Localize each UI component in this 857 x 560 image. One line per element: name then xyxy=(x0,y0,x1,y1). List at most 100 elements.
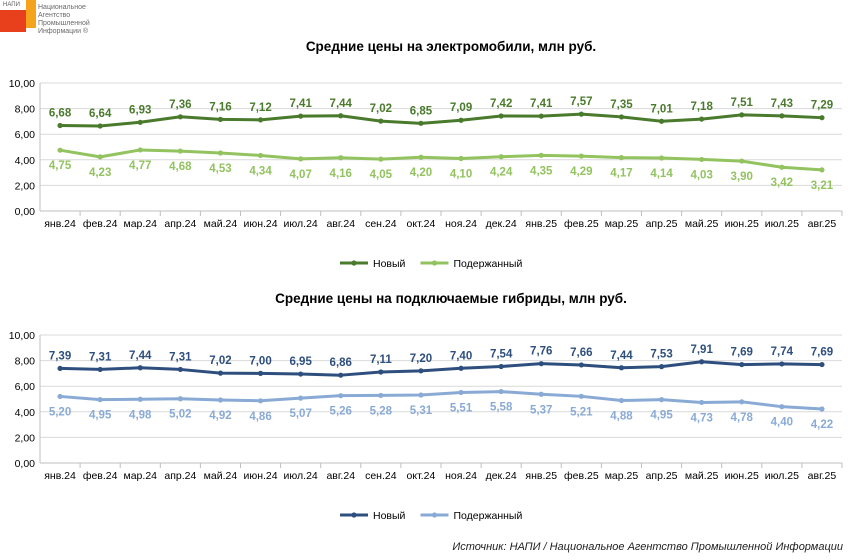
phev-series-1-point xyxy=(338,393,344,399)
phev-series-0-point xyxy=(658,364,665,370)
ev-series-1-point xyxy=(498,154,504,160)
phev-series-1-data-label: 5,31 xyxy=(410,405,433,417)
ev-series-0-point xyxy=(739,112,745,118)
ev-x-tick: дек.24 xyxy=(486,218,517,230)
ev-series-1-point xyxy=(618,155,625,161)
phev-series-1-point xyxy=(819,406,825,412)
ev-series-0-line xyxy=(60,112,823,128)
ev-series-0-data-label: 7,35 xyxy=(610,99,633,111)
ev-series-0-data-label: 7,02 xyxy=(370,103,392,115)
ev-series-1-point xyxy=(578,153,584,159)
ev-series-0-point xyxy=(779,113,785,119)
ev-series-0-point xyxy=(418,120,424,126)
phev-x-tick: окт.24 xyxy=(407,470,436,482)
ev-series-1-data-label: 4,24 xyxy=(490,167,513,179)
ev-series-0-point xyxy=(458,117,464,123)
ev-series-1-point xyxy=(97,154,103,160)
ev-series-1-point xyxy=(819,167,825,173)
phev-y-tick: 8,00 xyxy=(15,356,36,368)
ev-series-1-data-label: 3,90 xyxy=(731,171,753,183)
ev-x-tick: июл.25 xyxy=(765,218,799,230)
phev-series-0-point xyxy=(819,361,825,368)
phev-series-1-data-label: 4,40 xyxy=(771,417,793,429)
phev-x-tick: июл.25 xyxy=(765,470,799,482)
phev-series-1-data-label: 5,21 xyxy=(570,406,593,418)
phev-series-0-point xyxy=(739,361,745,368)
ev-y-tick: 4,00 xyxy=(15,155,36,167)
logo-line-3: Промышленной xyxy=(38,20,90,27)
phev-series-1-data-label: 4,86 xyxy=(249,411,271,423)
phev-series-0-data-label: 7,40 xyxy=(450,350,472,362)
phev-series-0-data-label: 6,86 xyxy=(330,357,352,369)
logo-line-4: Информации ® xyxy=(38,28,89,35)
phev-title: Средние цены на подключаемые гибриды, мл… xyxy=(275,291,627,306)
ev-legend-marker xyxy=(351,260,357,266)
phev-series-1-data-label: 4,98 xyxy=(129,409,152,421)
ev-series-1-point xyxy=(779,164,785,170)
ev-series-0-point xyxy=(658,118,665,124)
phev-legend-marker xyxy=(431,512,438,518)
ev-series-1-data-label: 3,42 xyxy=(771,177,793,189)
phev-series-0-point xyxy=(779,361,785,367)
phev-series-1-point xyxy=(57,393,63,400)
ev-series-0-point xyxy=(538,113,544,119)
logo-red-square xyxy=(0,10,26,32)
logo-abbreviation: НАПИ xyxy=(3,2,20,8)
phev-series-1-data-label: 5,02 xyxy=(169,409,191,421)
ev-series-0-point xyxy=(177,114,183,120)
phev-x-tick: фев.25 xyxy=(564,470,599,482)
ev-series-1-data-label: 4,53 xyxy=(209,163,231,175)
phev-series-1-data-label: 5,20 xyxy=(49,406,71,418)
ev-series-1-data-label: 4,23 xyxy=(89,167,111,179)
ev-series-0-point xyxy=(578,111,584,117)
ev-series-0-data-label: 7,01 xyxy=(650,103,673,115)
ev-series-0-data-label: 7,41 xyxy=(530,98,553,110)
ev-series-0-point xyxy=(217,116,224,122)
ev-y-tick: 8,00 xyxy=(15,104,36,116)
ev-series-0-data-label: 7,51 xyxy=(731,97,754,109)
ev-series-1-point xyxy=(177,148,183,154)
ev-series-0-point xyxy=(57,122,63,129)
phev-legend-label: Подержанный xyxy=(454,510,523,522)
ev-series-0-point xyxy=(819,115,825,121)
ev-series-0-data-label: 6,85 xyxy=(410,105,433,117)
ev-series-0-data-label: 7,16 xyxy=(209,101,231,113)
ev-series-1-data-label: 4,68 xyxy=(169,161,192,173)
phev-series-0-data-label: 7,76 xyxy=(530,346,552,358)
ev-x-tick: авг.24 xyxy=(326,218,355,230)
phev-series-1-point xyxy=(458,389,464,396)
phev-x-tick: апр.24 xyxy=(164,470,196,482)
phev-series-0-data-label: 7,11 xyxy=(370,354,392,366)
phev-series-0-point xyxy=(458,365,464,371)
ev-series-1-point xyxy=(699,156,705,163)
ev-title: Средние цены на электромобили, млн руб. xyxy=(306,39,596,54)
phev-series-0-line xyxy=(60,360,822,377)
phev-series-1-point xyxy=(739,399,745,405)
ev-x-tick: окт.24 xyxy=(407,218,436,230)
phev-series-0-point xyxy=(57,365,63,372)
phev-series-0-point xyxy=(338,372,344,378)
phev-series-0-data-label: 7,53 xyxy=(650,349,672,361)
ev-y-tick: 6,00 xyxy=(15,129,36,141)
phev-series-0-point xyxy=(97,366,103,373)
phev-series-1-data-label: 5,07 xyxy=(289,408,311,420)
phev-series-0-data-label: 7,69 xyxy=(811,347,833,359)
phev-legend-item-0: Новый xyxy=(340,510,406,522)
phev-series-0-point xyxy=(418,368,424,374)
ev-series-1-data-label: 4,77 xyxy=(129,160,151,172)
ev-x-tick: июн.24 xyxy=(243,218,277,230)
ev-legend-item-0: Новый xyxy=(340,258,406,270)
logo-orange-bar xyxy=(26,0,36,28)
phev-series-1-data-label: 4,92 xyxy=(209,410,231,422)
phev-series-0-point xyxy=(538,361,544,367)
ev-series-1-point xyxy=(658,155,665,161)
phev-series-1-point xyxy=(217,397,224,403)
ev-series-1-point xyxy=(418,154,424,160)
phev-legend-label: Новый xyxy=(373,510,406,522)
ev-series-0-data-label: 6,64 xyxy=(89,108,112,120)
phev-x-tick: июн.25 xyxy=(725,470,759,482)
ev-series-0-point xyxy=(498,113,504,119)
phev-legend-marker xyxy=(351,512,357,518)
ev-series-1-point xyxy=(458,155,464,162)
phev-x-tick: авг.24 xyxy=(326,470,355,482)
